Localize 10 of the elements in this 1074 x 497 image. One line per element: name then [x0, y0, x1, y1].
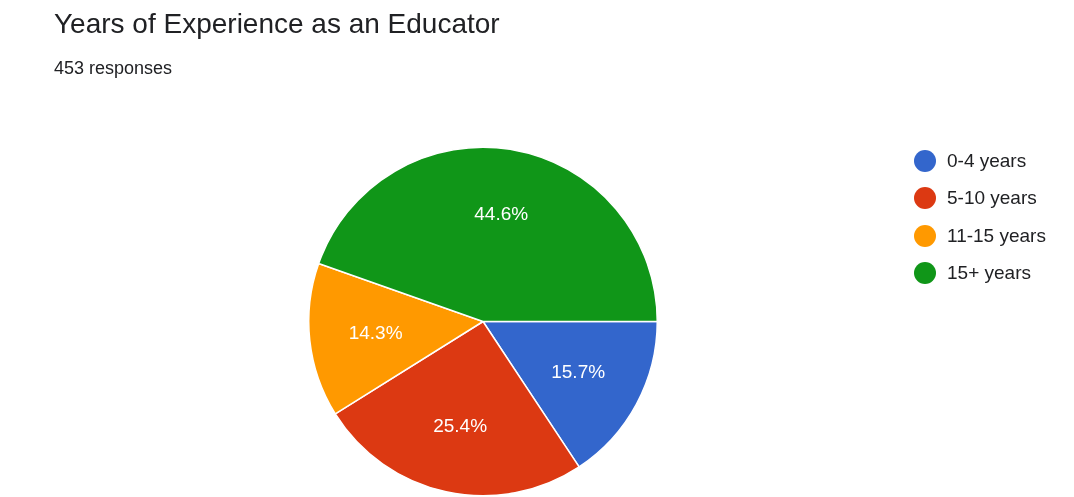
legend-label: 15+ years [947, 262, 1031, 285]
data-label: 44.6% [474, 203, 529, 225]
legend-label: 0-4 years [947, 149, 1027, 172]
data-label: 14.3% [348, 321, 403, 343]
chart-title: Years of Experience as an Educator [54, 8, 500, 40]
legend-label: 5-10 years [947, 187, 1037, 210]
text: 453 responses [54, 58, 173, 79]
data-label: 25.4% [433, 415, 488, 437]
legend-label: 11-15 years [947, 224, 1046, 247]
data-label: 15.7% [551, 360, 606, 382]
